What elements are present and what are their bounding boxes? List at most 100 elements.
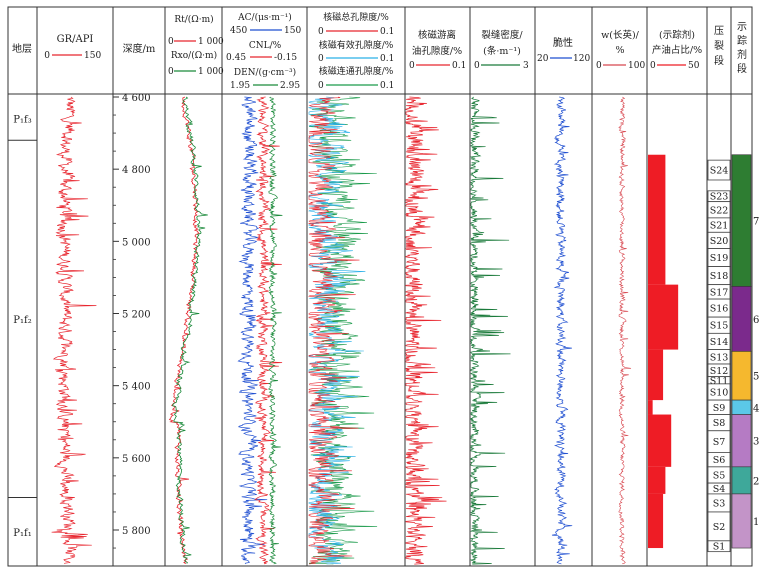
frac-stage-box <box>707 159 731 181</box>
frac-stage-label: S22 <box>710 205 729 216</box>
rxo-curve <box>171 96 208 564</box>
frac-stage-label: S23 <box>710 192 729 203</box>
nmr-total-curve <box>307 96 360 565</box>
header-ac-max: 150 <box>284 26 301 36</box>
gr-curve <box>51 96 97 565</box>
frac-stage-label: S17 <box>710 287 729 298</box>
frac-stage-label: S11 <box>710 376 729 387</box>
tracer-stage-block <box>731 286 752 352</box>
header-nmr-eff-max: 0.1 <box>380 54 394 64</box>
brittleness-curve <box>551 96 573 565</box>
frac-stage-label: S4 <box>713 484 726 495</box>
header-den-max: 2.95 <box>280 81 300 91</box>
frac-stage-box <box>707 540 731 553</box>
header-tracer-min: 0 <box>650 61 656 71</box>
depth-tick-label: 5 600 <box>122 454 151 465</box>
frac-stage-label: S1 <box>713 542 726 553</box>
tracer-stage-block <box>731 414 752 468</box>
frac-stage-label: S21 <box>710 221 729 232</box>
tracer-oil-share-bar <box>648 466 666 494</box>
tracer-stage-label: 3 <box>753 437 759 448</box>
header-free-oil-line1: 核磁游离 <box>418 29 456 41</box>
header-den-label: DEN/(g·cm⁻³) <box>234 67 296 78</box>
frac-stage-label: S24 <box>710 166 729 177</box>
feldspar-curve <box>618 96 632 565</box>
header-frac-max: 3 <box>523 61 529 71</box>
header-frac-min: 0 <box>474 61 480 71</box>
frac-stage-label: S14 <box>710 337 729 348</box>
header-frac-stage-char: 段 <box>714 54 724 67</box>
tracer-stage-label: 7 <box>753 217 759 228</box>
header-rxo-max: 1 000 <box>198 67 224 77</box>
rt-curve <box>168 96 200 564</box>
header-strata: 地层 <box>12 42 32 55</box>
depth-tick-label: 5 200 <box>122 310 151 321</box>
depth-tick-label: 5 000 <box>122 237 151 248</box>
tracer-oil-share-bar <box>648 349 664 401</box>
header-frac-line1: 裂缝密度/ <box>481 29 523 41</box>
frac-stage-label: S20 <box>710 236 729 247</box>
frac-stage-label: S7 <box>713 437 726 448</box>
header-free-oil-line2: 油孔隙度/% <box>412 45 462 57</box>
header-brittle-max: 120 <box>573 54 590 64</box>
frac-stage-label: S16 <box>710 304 729 315</box>
header-ac-min: 450 <box>230 26 247 36</box>
frac-stage-label: S5 <box>713 470 726 481</box>
tracer-stage-block <box>731 154 752 287</box>
header-rt-label: Rt/(Ω·m) <box>174 14 213 25</box>
cnl-curve <box>254 96 283 565</box>
header-brittle-min: 20 <box>537 54 549 64</box>
header-nmr-total-min: 0 <box>318 27 324 37</box>
header-depth-label: 深度/m <box>123 42 156 55</box>
tracer-stage-block <box>731 399 752 415</box>
header-nmr-eff-label: 核磁有效孔隙度/% <box>319 39 394 51</box>
header-free-oil-min: 0 <box>409 61 415 71</box>
header-tracer-stage-char: 示 <box>737 22 747 33</box>
header-tracer-line2: 产油占比/% <box>652 44 702 56</box>
tracer-oil-share-bar <box>648 400 653 415</box>
header-nmr-conn-max: 0.1 <box>380 81 394 91</box>
header-frac-line2: (条·m⁻¹) <box>483 45 521 57</box>
depth-tick-label: 5 400 <box>122 382 151 393</box>
header-free-oil-max: 0.1 <box>452 61 466 71</box>
depth-tick-label: 4 800 <box>122 165 151 176</box>
frac-stage-label: S13 <box>710 352 729 363</box>
header-nmr-total-label: 核磁总孔隙度/% <box>323 11 389 23</box>
header-feldspar-min: 0 <box>596 61 602 71</box>
frac-stage-label: S9 <box>713 403 726 414</box>
fracture-density-curve <box>469 96 511 565</box>
header-frac-stage-char: 裂 <box>714 39 724 52</box>
header-nmr-eff-min: 0 <box>318 54 324 64</box>
header-tracer-stage-char: 剂 <box>737 48 747 61</box>
header-cnl-label: CNL/% <box>249 41 282 51</box>
strata-label: P₁f₁ <box>13 528 31 539</box>
frac-stage-label: S18 <box>710 271 729 282</box>
tracer-stage-label: 4 <box>753 403 759 414</box>
tracer-stage-block <box>731 493 752 549</box>
outer-frame <box>7 6 753 567</box>
header-tracer-stage-char: 段 <box>737 62 747 75</box>
frac-stage-label: S2 <box>713 522 726 533</box>
header-rxo-label: Rxo/(Ω·m) <box>171 50 217 61</box>
header-frac-stage-char: 压 <box>714 25 724 37</box>
header-tracer-max: 50 <box>688 61 700 71</box>
header-feldspar-max: 100 <box>628 61 645 71</box>
tracer-stage-label: 2 <box>753 476 759 487</box>
frac-stage-label: S8 <box>713 418 726 429</box>
strata-label: P₁f₂ <box>13 315 31 326</box>
header-brittle-label: 脆性 <box>553 36 573 49</box>
header-tracer-stage-char: 踪 <box>737 34 747 47</box>
tracer-stage-block <box>731 466 752 495</box>
tracer-stage-label: 1 <box>753 517 759 528</box>
frac-stage-label: S19 <box>710 253 729 264</box>
frac-stage-label: S12 <box>710 366 729 377</box>
header-rt-min: 0 <box>168 37 174 47</box>
track-headers: 地层 GR/API 0 150 深度/m Rt/(Ω·m) 0 1 000 Rxo/(Ω·m) 0… <box>12 11 747 91</box>
depth-tick-label: 4 600 <box>122 93 151 104</box>
tracer-oil-share-bar <box>648 284 679 350</box>
header-nmr-total-max: 0.1 <box>380 27 394 37</box>
tracer-oil-share-bar <box>648 493 664 549</box>
header-rxo-min: 0 <box>168 67 174 77</box>
